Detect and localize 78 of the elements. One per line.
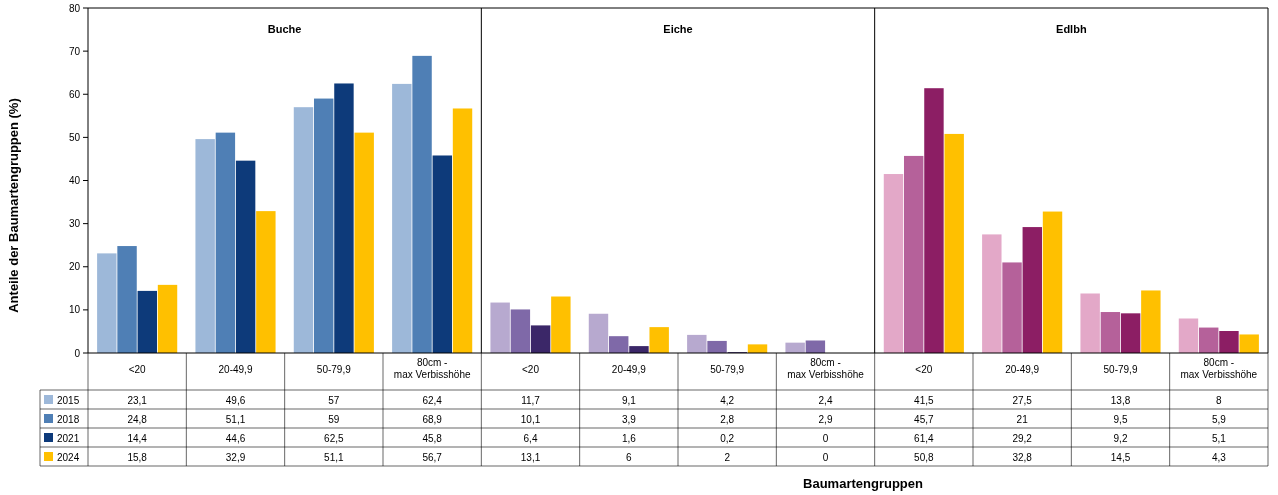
- data-label: 5,1: [1211, 432, 1227, 444]
- legend-label: 2021: [57, 432, 80, 444]
- x-tick-label: 80cm - max Verbisshöhe: [1180, 357, 1258, 380]
- data-label: 6: [626, 451, 633, 463]
- data-label: 32,9: [225, 451, 246, 463]
- data-label: 4,2: [720, 394, 735, 406]
- data-label: 62,5: [324, 432, 344, 444]
- annotation: Eiche: [663, 23, 693, 35]
- data-label: 14,4: [127, 432, 148, 444]
- x-tick-label: <20: [522, 364, 540, 375]
- data-label: 2,4: [818, 394, 833, 406]
- x-tick-label: 20-49,9: [218, 364, 253, 375]
- y-axis-title: Anteile der Baumartengruppen (%): [6, 98, 21, 313]
- data-label: 11,7: [521, 394, 541, 406]
- x-tick-label: 50-79,9: [1103, 364, 1138, 375]
- data-label: 13,1: [520, 451, 541, 463]
- legend-label: 2015: [57, 394, 80, 406]
- y-tick-label: 10: [68, 304, 81, 316]
- data-label: 3,9: [621, 413, 637, 425]
- y-tick-label: 60: [68, 88, 81, 100]
- legend-label: 2024: [57, 451, 80, 463]
- data-label: 49,6: [225, 394, 246, 406]
- data-label: 61,4: [914, 432, 934, 444]
- y-tick-label: 50: [68, 131, 81, 143]
- y-tick-label: 70: [68, 45, 81, 57]
- text: Baumartengruppen: [803, 476, 924, 491]
- data-label: 29,2: [1012, 432, 1033, 444]
- data-label: 59: [328, 413, 340, 425]
- data-label: 21: [1016, 413, 1029, 425]
- legend-label: 2018: [57, 413, 80, 425]
- data-label: 27,5: [1012, 394, 1033, 406]
- x-tick-label: 20-49,9: [611, 364, 647, 375]
- data-label: 9,2: [1113, 432, 1128, 444]
- y-tick-label: 40: [68, 175, 81, 186]
- x-tick-label: 80cm - max Verbisshöhe: [787, 357, 865, 380]
- x-tick-label: 20-49,9: [1005, 364, 1040, 375]
- data-label: 2,8: [720, 413, 735, 425]
- data-label: 41,5: [914, 394, 934, 406]
- data-label: 10,1: [520, 413, 541, 425]
- data-label: 24,8: [127, 413, 148, 425]
- data-label: 2: [724, 451, 731, 463]
- y-tick-label: 20: [68, 261, 81, 273]
- annotation: Edlbh: [1056, 23, 1087, 35]
- data-label: 32,8: [1012, 451, 1033, 463]
- data-label: 15,8: [127, 451, 148, 463]
- x-tick-label: <20: [128, 364, 147, 375]
- data-label: 50,8: [914, 451, 934, 463]
- data-label: 14,5: [1110, 451, 1131, 463]
- data-label: 0: [822, 432, 829, 444]
- data-label: 5,9: [1211, 413, 1227, 425]
- y-tick-label: 80: [68, 2, 81, 14]
- x-tick-label: 50-79,9: [710, 364, 745, 375]
- data-label: 4,3: [1211, 451, 1227, 463]
- annotation: Buche: [267, 23, 302, 35]
- data-label: 51,1: [324, 451, 344, 463]
- data-label: 44,6: [225, 432, 246, 444]
- data-label: 45,8: [422, 432, 443, 444]
- data-label: 13,8: [1110, 394, 1131, 406]
- data-label: 9,1: [621, 394, 637, 406]
- data-label: 68,9: [422, 413, 443, 425]
- data-label: 6,4: [523, 432, 538, 444]
- x-tick-label: 50-79,9: [316, 364, 352, 375]
- data-label: 51,1: [225, 413, 246, 425]
- x-tick-label: <20: [915, 364, 933, 375]
- data-label: 9,5: [1113, 413, 1128, 425]
- data-label: 45,7: [914, 413, 934, 425]
- data-label: 1,6: [621, 432, 637, 444]
- data-label: 23,1: [127, 394, 148, 406]
- data-label: 62,4: [422, 394, 443, 406]
- y-tick-label: 30: [68, 218, 81, 230]
- data-label: 8: [1216, 394, 1223, 406]
- x-tick-label: 80cm - max Verbisshöhe: [393, 357, 471, 380]
- y-tick-label: 0: [74, 347, 81, 359]
- data-label: 0: [822, 451, 829, 463]
- data-label: 56,7: [422, 451, 443, 463]
- data-label: 57: [328, 394, 340, 406]
- data-label: 2,9: [818, 413, 833, 425]
- data-label: 0,2: [720, 432, 735, 444]
